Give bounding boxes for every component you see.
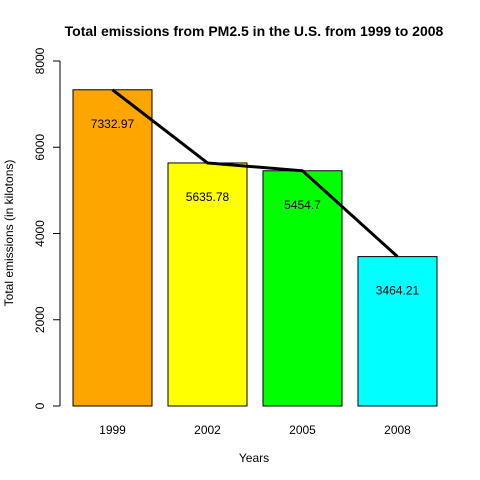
x-tick-label: 2002	[194, 423, 221, 437]
x-tick-label: 2008	[384, 423, 411, 437]
chart-title: Total emissions from PM2.5 in the U.S. f…	[65, 23, 444, 39]
y-tick-label: 6000	[33, 134, 47, 161]
data-label: 7332.97	[91, 117, 135, 131]
y-tick-label: 2000	[33, 306, 47, 333]
x-axis-label: Years	[239, 451, 269, 465]
data-label: 5454.7	[284, 198, 321, 212]
data-label: 5635.78	[186, 190, 230, 204]
trend-line-group	[113, 90, 398, 257]
y-tick-label: 8000	[33, 47, 47, 74]
x-tick-labels: 1999 2002 2005 2008	[99, 423, 411, 437]
y-axis-label: Total emissions (in kilotons)	[2, 160, 16, 307]
x-tick-label: 2005	[289, 423, 316, 437]
bars	[73, 90, 437, 406]
trend-line	[113, 90, 398, 257]
y-axis: 0 2000 4000 6000 8000	[33, 47, 60, 409]
y-tick-label: 0	[33, 402, 47, 409]
x-tick-label: 1999	[99, 423, 126, 437]
y-tick-label: 4000	[33, 220, 47, 247]
bar	[73, 90, 152, 406]
data-label: 3464.21	[376, 284, 420, 298]
bar	[358, 257, 437, 406]
